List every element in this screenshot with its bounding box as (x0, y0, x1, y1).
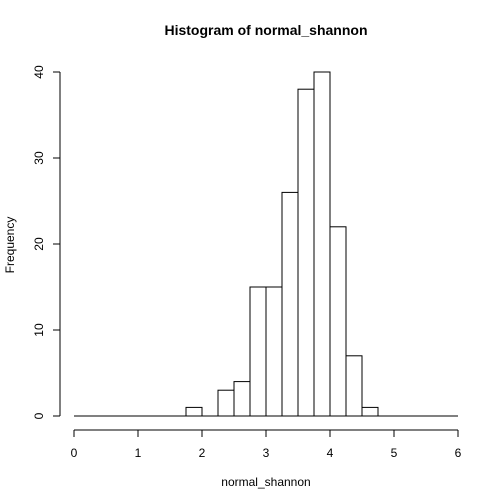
x-tick-label: 1 (135, 446, 142, 460)
x-tick-label: 5 (391, 446, 398, 460)
histogram-bar (281, 191, 299, 417)
y-axis-label: Frequency (3, 217, 17, 274)
x-axis-label: normal_shannon (221, 475, 310, 489)
x-axis: 0 1 2 3 4 5 6 (71, 429, 462, 460)
y-tick-label: 30 (32, 151, 46, 165)
histogram-bar (313, 71, 331, 417)
histogram-bar (329, 226, 347, 417)
histogram-bar (297, 88, 315, 417)
histogram-bar (265, 286, 283, 417)
histogram-bar (217, 389, 235, 417)
y-tick-label: 20 (32, 237, 46, 251)
histogram-bar (345, 355, 363, 417)
histogram-bar (185, 406, 203, 417)
x-tick-label: 3 (263, 446, 270, 460)
histogram-bar (233, 381, 251, 417)
chart-title: Histogram of normal_shannon (164, 22, 367, 38)
y-tick-label: 40 (32, 65, 46, 79)
x-tick-label: 4 (327, 446, 334, 460)
y-tick-label: 10 (32, 323, 46, 337)
x-tick-label: 6 (455, 446, 462, 460)
y-tick-label: 0 (32, 412, 46, 419)
x-tick-label: 0 (71, 446, 78, 460)
y-axis: 0 10 20 30 40 (32, 65, 61, 419)
histogram-bars (74, 71, 458, 417)
histogram-bar (361, 406, 379, 417)
histogram-bar (249, 286, 267, 417)
x-tick-label: 2 (199, 446, 206, 460)
